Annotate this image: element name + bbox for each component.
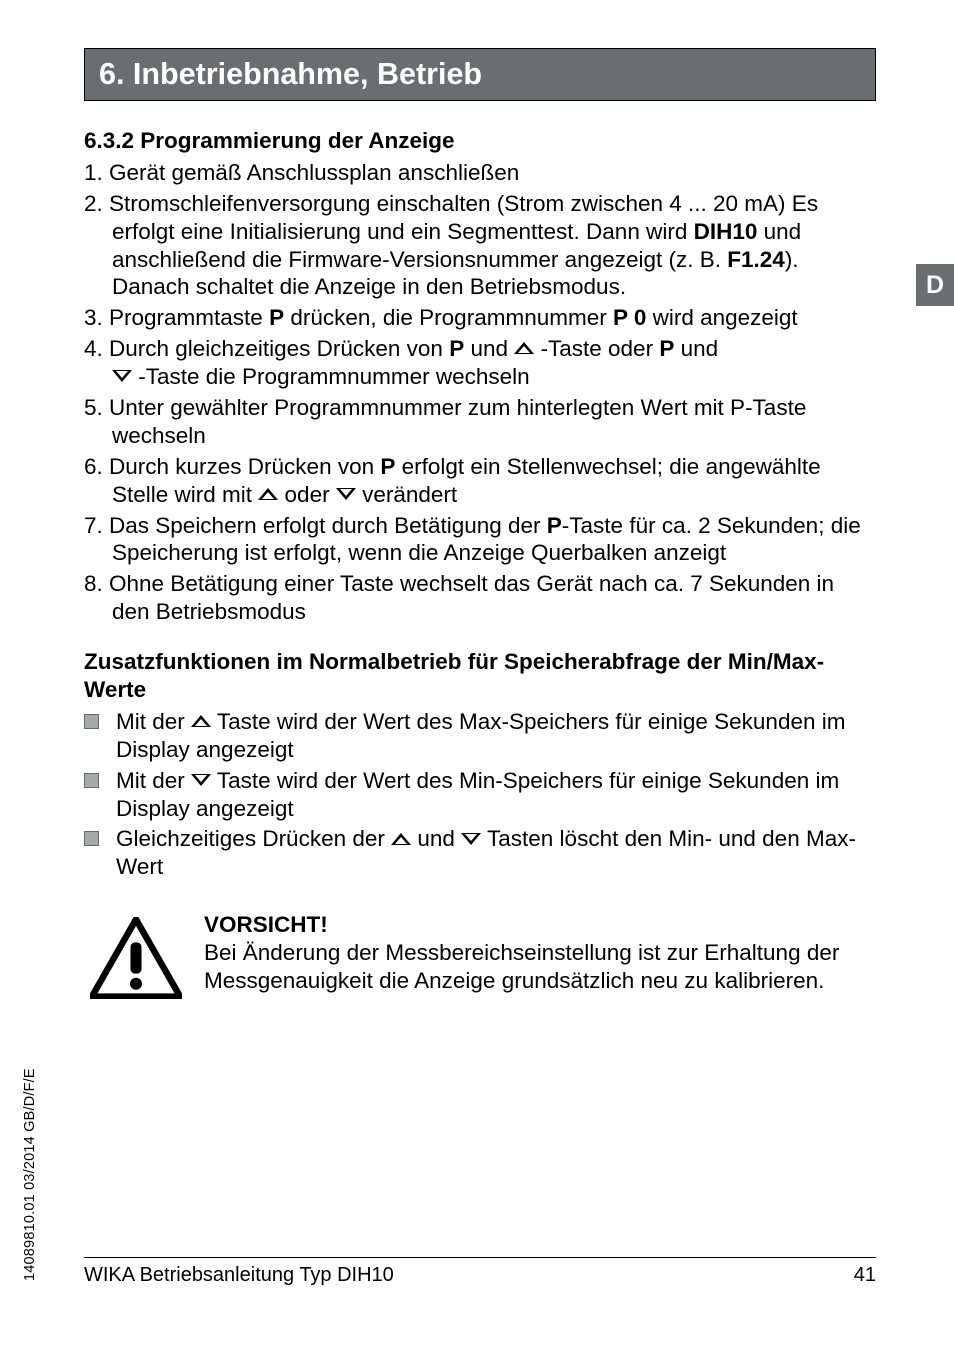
text: oder <box>278 482 336 507</box>
heading-6-3-2: 6.3.2 Programmierung der Anzeige <box>84 127 876 155</box>
caution-title: VORSICHT! <box>204 912 328 937</box>
bullet-square-icon <box>84 714 99 729</box>
text: 3. Programmtaste <box>84 305 269 330</box>
list-item: 6. Durch kurzes Drücken von P erfolgt ei… <box>84 453 876 509</box>
text: und <box>464 336 514 361</box>
section-banner: 6. Inbetriebnahme, Betrieb <box>84 48 876 101</box>
text: Taste wird der Wert des Max-Speichers fü… <box>116 709 845 762</box>
list-item: 4. Durch gleichzeitiges Drücken von P un… <box>84 335 876 391</box>
text: Mit der <box>116 709 191 734</box>
arrow-up-icon <box>191 715 211 727</box>
caution-body: Bei Änderung der Messbereichseinstellung… <box>204 940 839 993</box>
caution-text: VORSICHT! Bei Änderung der Messbereichse… <box>204 911 876 995</box>
numbered-list: 1. Gerät gemäß Anschlussplan anschließen… <box>84 159 876 626</box>
heading-extra-functions: Zusatzfunktionen im Normalbetrieb für Sp… <box>84 648 876 704</box>
arrow-up-icon <box>258 488 278 500</box>
text: verändert <box>356 482 457 507</box>
arrow-down-icon <box>112 370 132 382</box>
document-id-vertical: 14089810.01 03/2014 GB/D/F/E <box>22 1068 38 1281</box>
text: wird angezeigt <box>646 305 797 330</box>
list-item: 5. Unter gewählter Programmnummer zum hi… <box>84 394 876 450</box>
text: Gleichzeitiges Drücken der <box>116 826 391 851</box>
caution-block: VORSICHT! Bei Änderung der Messbereichse… <box>84 911 876 999</box>
bold-text: P <box>380 454 395 479</box>
list-item: 3. Programmtaste P drücken, die Programm… <box>84 304 876 332</box>
arrow-down-icon <box>461 833 481 845</box>
text: Mit der <box>116 768 191 793</box>
list-item: Mit der Taste wird der Wert des Max-Spei… <box>84 708 876 764</box>
list-item: 2. Stromschleifenversorgung einschalten … <box>84 190 876 302</box>
text: Taste wird der Wert des Min-Speichers fü… <box>116 768 839 821</box>
text: und <box>411 826 461 851</box>
arrow-down-icon <box>191 774 211 786</box>
bold-text: P 0 <box>613 305 646 330</box>
list-item: 7. Das Speichern erfolgt durch Betätigun… <box>84 512 876 568</box>
list-item: Gleichzeitiges Drücken der und Tasten lö… <box>84 825 876 881</box>
footer-left: WIKA Betriebsanleitung Typ DIH10 <box>84 1264 394 1287</box>
list-item: Mit der Taste wird der Wert des Min-Spei… <box>84 767 876 823</box>
warning-triangle-icon <box>90 917 182 999</box>
list-item: 1. Gerät gemäß Anschlussplan anschließen <box>84 159 876 187</box>
list-item: 8. Ohne Betätigung einer Taste wechselt … <box>84 570 876 626</box>
language-tab: D <box>916 264 954 306</box>
text: 6. Durch kurzes Drücken von <box>84 454 380 479</box>
bullet-list: Mit der Taste wird der Wert des Max-Spei… <box>84 708 876 881</box>
bold-text: P <box>269 305 284 330</box>
arrow-up-icon <box>391 833 411 845</box>
footer-page-number: 41 <box>854 1264 876 1287</box>
bold-text: DIH10 <box>694 219 758 244</box>
bullet-square-icon <box>84 831 99 846</box>
text: -Taste die Programmnummer wechseln <box>132 364 530 389</box>
arrow-up-icon <box>514 342 534 354</box>
bold-text: P <box>449 336 464 361</box>
text: 4. Durch gleichzeitiges Drücken von <box>84 336 449 361</box>
bold-text: F1.24 <box>727 247 785 272</box>
text: 7. Das Speichern erfolgt durch Betätigun… <box>84 513 547 538</box>
arrow-down-icon <box>336 488 356 500</box>
bullet-square-icon <box>84 773 99 788</box>
bold-text: P <box>659 336 674 361</box>
bold-text: P <box>547 513 562 538</box>
text: -Taste oder <box>534 336 659 361</box>
text: drücken, die Programmnummer <box>284 305 613 330</box>
text: und <box>674 336 718 361</box>
page-footer: WIKA Betriebsanleitung Typ DIH10 41 <box>84 1257 876 1287</box>
